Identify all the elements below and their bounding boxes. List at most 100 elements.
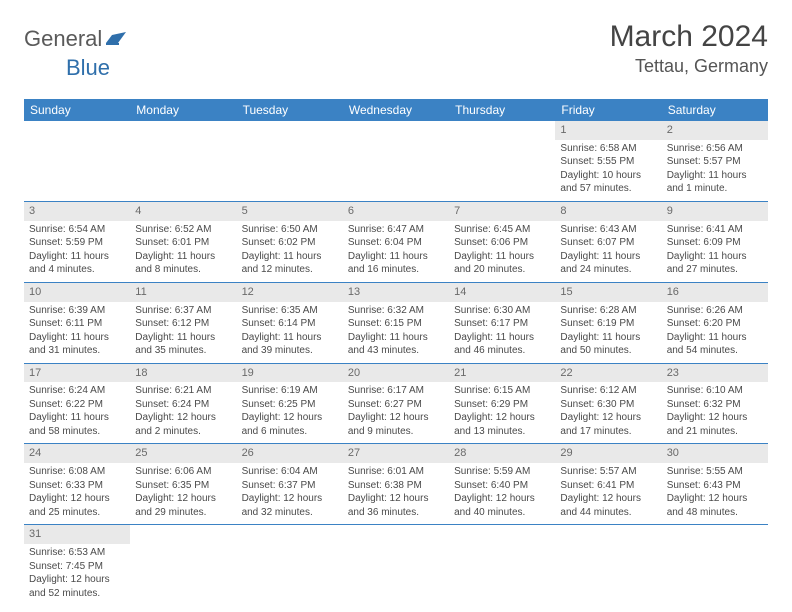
sunset-text: Sunset: 6:38 PM <box>348 479 444 493</box>
sunrise-text: Sunrise: 6:45 AM <box>454 223 550 237</box>
calendar-cell <box>237 121 343 201</box>
calendar-cell: 18Sunrise: 6:21 AMSunset: 6:24 PMDayligh… <box>130 363 236 444</box>
sunset-text: Sunset: 5:57 PM <box>667 155 763 169</box>
sunrise-text: Sunrise: 6:08 AM <box>29 465 125 479</box>
calendar-cell: 7Sunrise: 6:45 AMSunset: 6:06 PMDaylight… <box>449 201 555 282</box>
daylight-text: Daylight: 11 hours and 43 minutes. <box>348 331 444 358</box>
daylight-text: Daylight: 11 hours and 24 minutes. <box>560 250 656 277</box>
calendar-cell: 20Sunrise: 6:17 AMSunset: 6:27 PMDayligh… <box>343 363 449 444</box>
day-number: 12 <box>237 283 343 302</box>
table-row: 10Sunrise: 6:39 AMSunset: 6:11 PMDayligh… <box>24 282 768 363</box>
daylight-text: Daylight: 11 hours and 4 minutes. <box>29 250 125 277</box>
table-row: 3Sunrise: 6:54 AMSunset: 5:59 PMDaylight… <box>24 201 768 282</box>
sunset-text: Sunset: 6:01 PM <box>135 236 231 250</box>
daylight-text: Daylight: 12 hours and 9 minutes. <box>348 411 444 438</box>
weekday-header: Friday <box>555 99 661 121</box>
sunset-text: Sunset: 6:06 PM <box>454 236 550 250</box>
day-number: 4 <box>130 202 236 221</box>
daylight-text: Daylight: 12 hours and 32 minutes. <box>242 492 338 519</box>
sunset-text: Sunset: 6:40 PM <box>454 479 550 493</box>
sunset-text: Sunset: 6:09 PM <box>667 236 763 250</box>
daylight-text: Daylight: 11 hours and 31 minutes. <box>29 331 125 358</box>
calendar-cell: 23Sunrise: 6:10 AMSunset: 6:32 PMDayligh… <box>662 363 768 444</box>
sunrise-text: Sunrise: 6:10 AM <box>667 384 763 398</box>
sunrise-text: Sunrise: 6:54 AM <box>29 223 125 237</box>
weekday-header: Tuesday <box>237 99 343 121</box>
calendar-cell: 5Sunrise: 6:50 AMSunset: 6:02 PMDaylight… <box>237 201 343 282</box>
daylight-text: Daylight: 12 hours and 13 minutes. <box>454 411 550 438</box>
location-subtitle: Tettau, Germany <box>610 56 768 77</box>
day-number: 10 <box>24 283 130 302</box>
daylight-text: Daylight: 12 hours and 44 minutes. <box>560 492 656 519</box>
sunrise-text: Sunrise: 6:53 AM <box>29 546 125 560</box>
day-number: 26 <box>237 444 343 463</box>
calendar-cell: 1Sunrise: 6:58 AMSunset: 5:55 PMDaylight… <box>555 121 661 201</box>
daylight-text: Daylight: 11 hours and 27 minutes. <box>667 250 763 277</box>
calendar-cell: 31Sunrise: 6:53 AMSunset: 7:45 PMDayligh… <box>24 525 130 605</box>
sunrise-text: Sunrise: 6:32 AM <box>348 304 444 318</box>
sunrise-text: Sunrise: 6:12 AM <box>560 384 656 398</box>
day-number: 25 <box>130 444 236 463</box>
sunrise-text: Sunrise: 6:24 AM <box>29 384 125 398</box>
calendar-body: 1Sunrise: 6:58 AMSunset: 5:55 PMDaylight… <box>24 121 768 605</box>
day-number: 22 <box>555 364 661 383</box>
table-row: 24Sunrise: 6:08 AMSunset: 6:33 PMDayligh… <box>24 444 768 525</box>
calendar-cell: 13Sunrise: 6:32 AMSunset: 6:15 PMDayligh… <box>343 282 449 363</box>
calendar-cell: 9Sunrise: 6:41 AMSunset: 6:09 PMDaylight… <box>662 201 768 282</box>
sunset-text: Sunset: 6:07 PM <box>560 236 656 250</box>
day-number: 29 <box>555 444 661 463</box>
day-number: 14 <box>449 283 555 302</box>
calendar-cell <box>343 525 449 605</box>
sunrise-text: Sunrise: 6:17 AM <box>348 384 444 398</box>
sunrise-text: Sunrise: 5:59 AM <box>454 465 550 479</box>
table-row: 17Sunrise: 6:24 AMSunset: 6:22 PMDayligh… <box>24 363 768 444</box>
calendar-cell <box>130 525 236 605</box>
daylight-text: Daylight: 12 hours and 21 minutes. <box>667 411 763 438</box>
daylight-text: Daylight: 11 hours and 39 minutes. <box>242 331 338 358</box>
sunset-text: Sunset: 6:27 PM <box>348 398 444 412</box>
calendar-cell <box>343 121 449 201</box>
sunset-text: Sunset: 6:37 PM <box>242 479 338 493</box>
sunrise-text: Sunrise: 6:19 AM <box>242 384 338 398</box>
day-number: 15 <box>555 283 661 302</box>
calendar-cell: 17Sunrise: 6:24 AMSunset: 6:22 PMDayligh… <box>24 363 130 444</box>
sunrise-text: Sunrise: 5:57 AM <box>560 465 656 479</box>
daylight-text: Daylight: 11 hours and 1 minute. <box>667 169 763 196</box>
calendar-cell: 30Sunrise: 5:55 AMSunset: 6:43 PMDayligh… <box>662 444 768 525</box>
sunrise-text: Sunrise: 6:37 AM <box>135 304 231 318</box>
sunset-text: Sunset: 6:32 PM <box>667 398 763 412</box>
sunset-text: Sunset: 6:17 PM <box>454 317 550 331</box>
sunrise-text: Sunrise: 6:47 AM <box>348 223 444 237</box>
sunset-text: Sunset: 6:04 PM <box>348 236 444 250</box>
daylight-text: Daylight: 11 hours and 16 minutes. <box>348 250 444 277</box>
daylight-text: Daylight: 11 hours and 50 minutes. <box>560 331 656 358</box>
daylight-text: Daylight: 10 hours and 57 minutes. <box>560 169 656 196</box>
day-number: 28 <box>449 444 555 463</box>
day-number: 27 <box>343 444 449 463</box>
calendar-cell: 14Sunrise: 6:30 AMSunset: 6:17 PMDayligh… <box>449 282 555 363</box>
daylight-text: Daylight: 11 hours and 46 minutes. <box>454 331 550 358</box>
day-number: 21 <box>449 364 555 383</box>
day-number: 19 <box>237 364 343 383</box>
calendar-cell <box>130 121 236 201</box>
day-number: 11 <box>130 283 236 302</box>
sunrise-text: Sunrise: 6:04 AM <box>242 465 338 479</box>
sunrise-text: Sunrise: 6:43 AM <box>560 223 656 237</box>
weekday-header: Wednesday <box>343 99 449 121</box>
calendar-cell: 29Sunrise: 5:57 AMSunset: 6:41 PMDayligh… <box>555 444 661 525</box>
calendar-cell: 11Sunrise: 6:37 AMSunset: 6:12 PMDayligh… <box>130 282 236 363</box>
day-number: 6 <box>343 202 449 221</box>
sunrise-text: Sunrise: 6:58 AM <box>560 142 656 156</box>
weekday-header: Sunday <box>24 99 130 121</box>
day-number: 7 <box>449 202 555 221</box>
sunset-text: Sunset: 6:19 PM <box>560 317 656 331</box>
daylight-text: Daylight: 11 hours and 54 minutes. <box>667 331 763 358</box>
day-number: 8 <box>555 202 661 221</box>
day-number: 20 <box>343 364 449 383</box>
title-block: March 2024 Tettau, Germany <box>610 20 768 77</box>
daylight-text: Daylight: 12 hours and 29 minutes. <box>135 492 231 519</box>
day-number: 17 <box>24 364 130 383</box>
day-number: 24 <box>24 444 130 463</box>
sunrise-text: Sunrise: 6:35 AM <box>242 304 338 318</box>
daylight-text: Daylight: 12 hours and 6 minutes. <box>242 411 338 438</box>
